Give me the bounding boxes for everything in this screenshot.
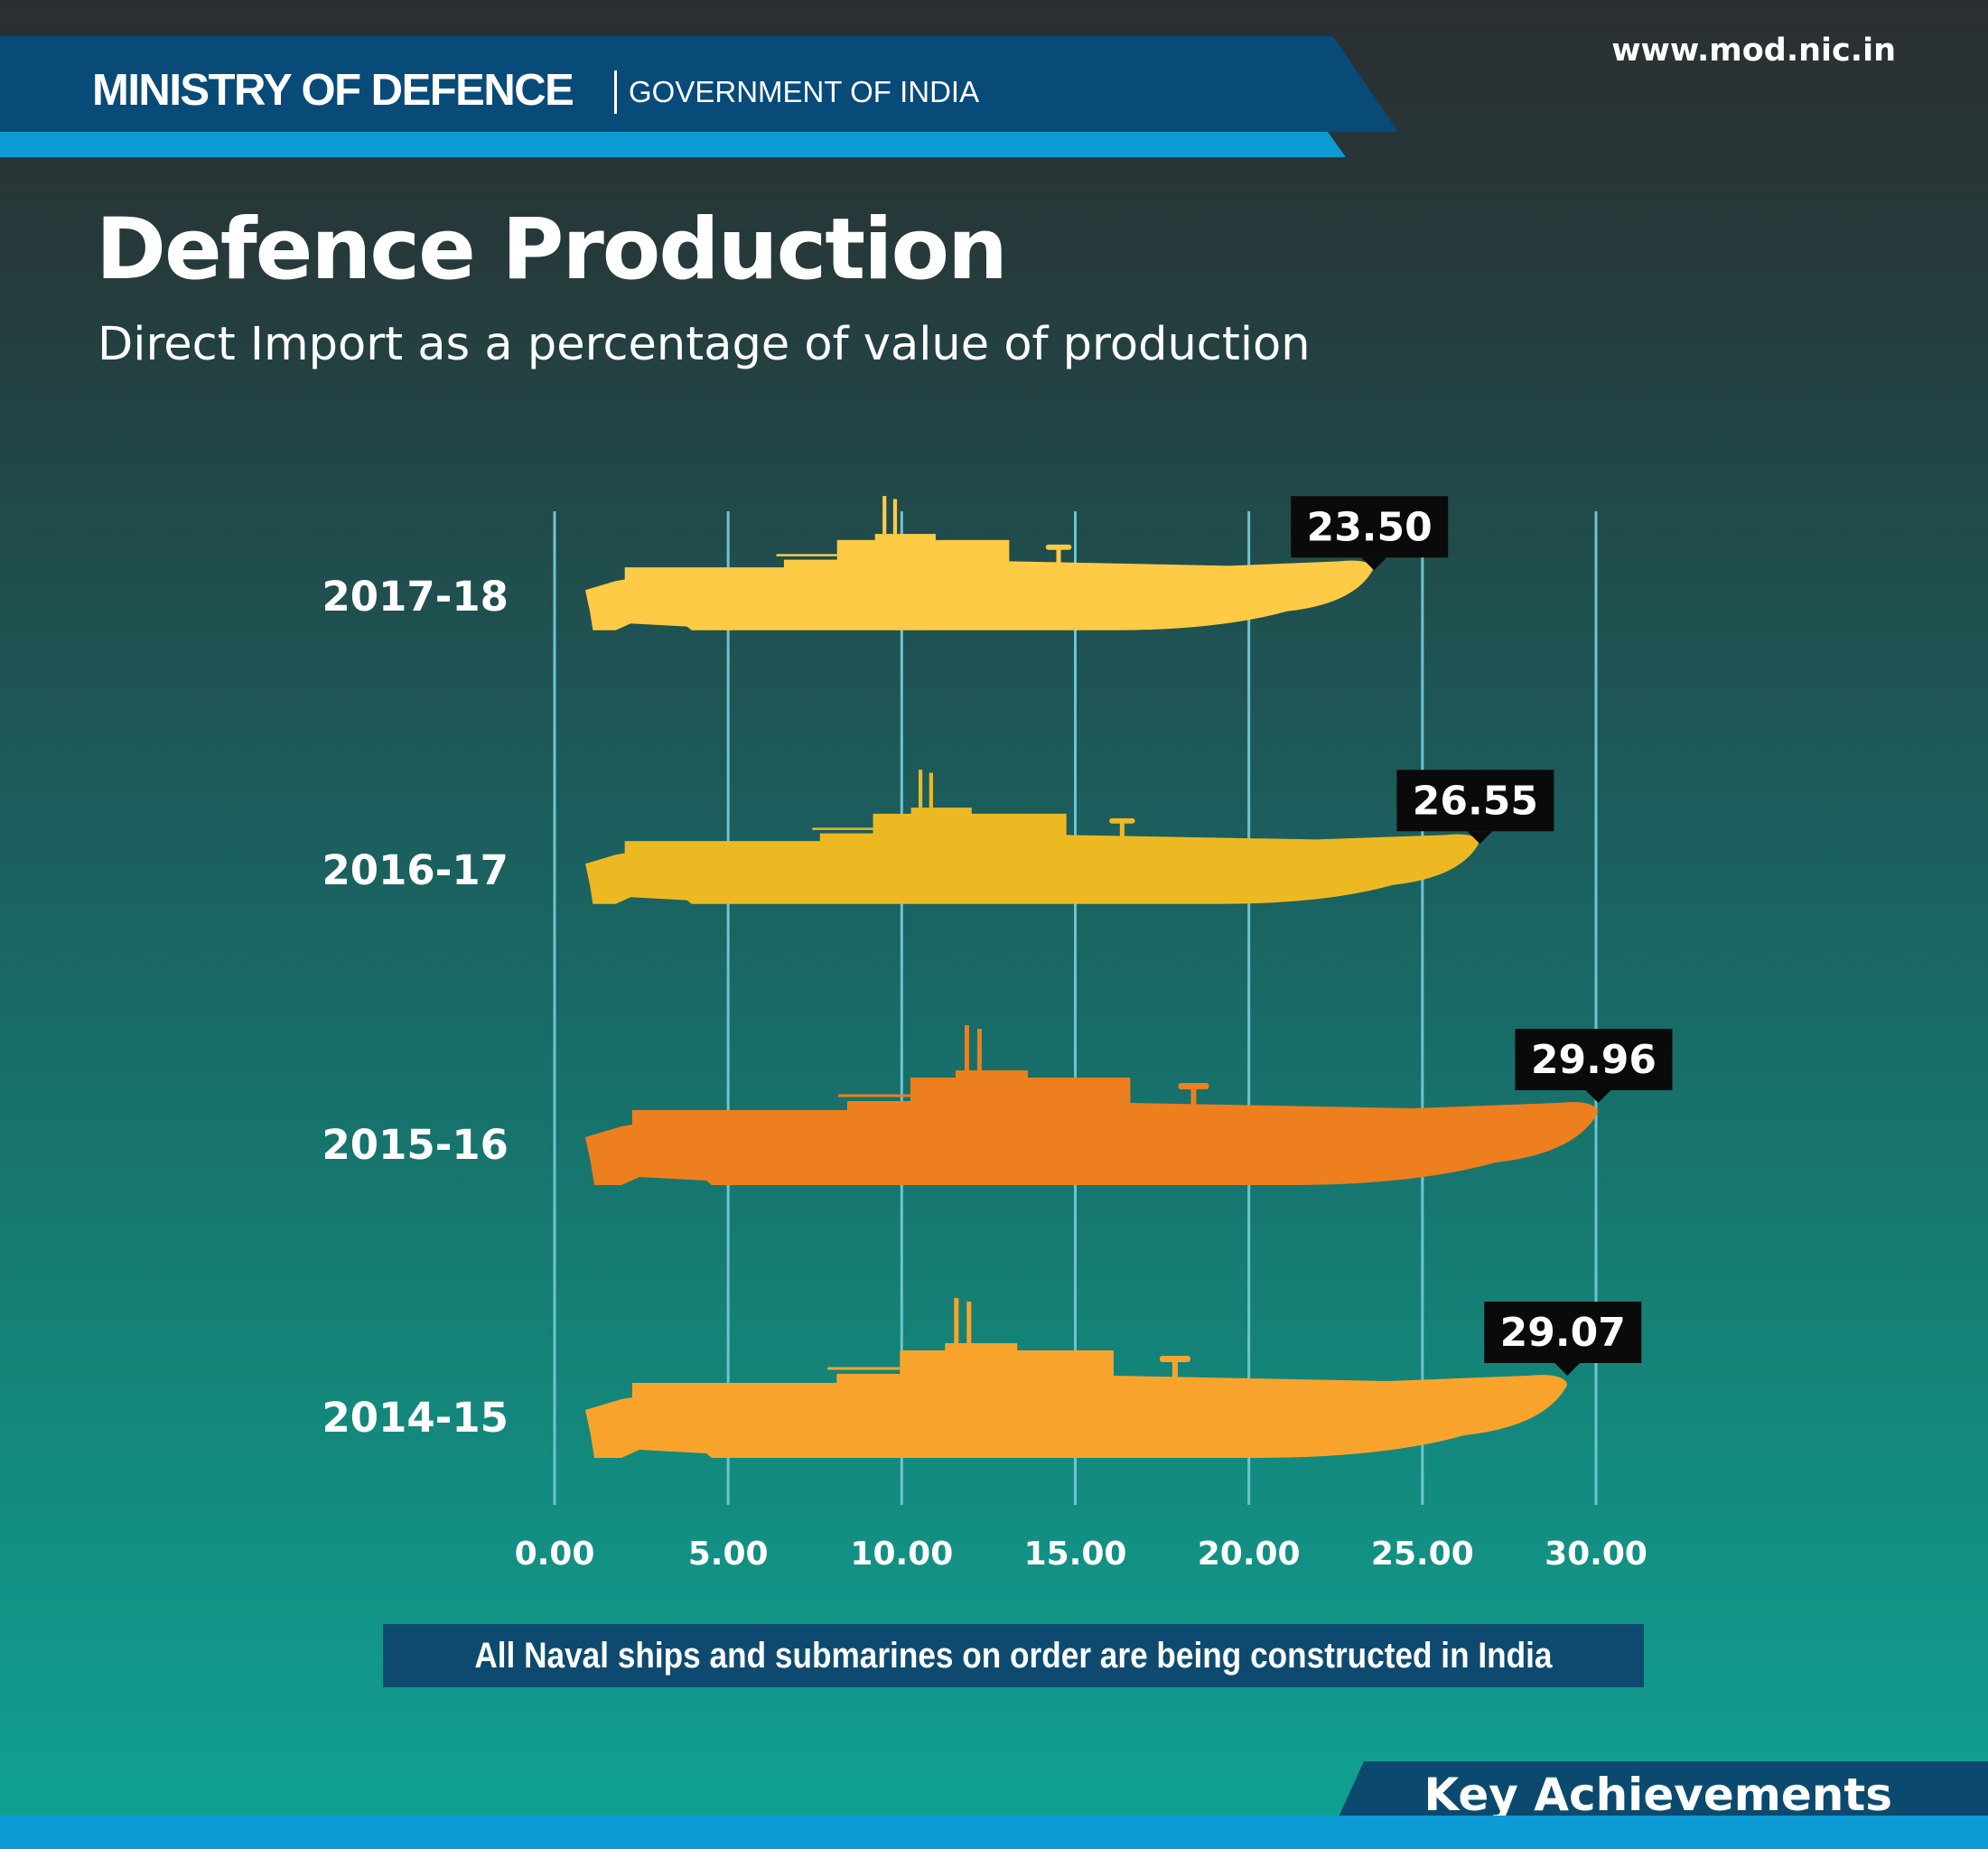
deck-gun — [1171, 1359, 1178, 1381]
footnote-text: All Naval ships and submarines on order … — [474, 1635, 1553, 1676]
x-tick-label: 5.00 — [688, 1536, 769, 1573]
periscope-mast — [892, 499, 898, 535]
ministry-name: MINISTRY OF DEFENCE — [92, 66, 574, 115]
value-callout: 29.96 — [1515, 1029, 1673, 1103]
x-tick-label: 15.00 — [1024, 1536, 1127, 1573]
periscope-mast — [964, 1025, 969, 1070]
deck-gun — [1159, 1356, 1190, 1362]
periscope-mast — [954, 1298, 959, 1343]
value-callout: 29.07 — [1484, 1302, 1642, 1376]
government-name: GOVERNMENT OF INDIA — [629, 75, 980, 108]
x-tick-label: 25.00 — [1371, 1536, 1474, 1573]
callout-pointer — [1554, 1363, 1581, 1376]
deck-gun — [1178, 1083, 1209, 1089]
deck-gun — [1190, 1087, 1197, 1108]
category-label: 2016-17 — [322, 846, 509, 894]
header-accent-strip — [0, 132, 1346, 157]
submarine-bar — [585, 1343, 1568, 1458]
deck-gun — [1119, 821, 1125, 840]
x-tick-label: 20.00 — [1198, 1536, 1301, 1573]
callout-box — [1484, 1302, 1642, 1363]
header-banner — [0, 36, 1398, 132]
value-callout: 26.55 — [1396, 770, 1554, 845]
submarine-bar — [585, 808, 1479, 904]
category-label: 2017-18 — [322, 573, 509, 621]
callout-box — [1291, 496, 1449, 558]
category-label: 2015-16 — [322, 1121, 509, 1169]
callout-pointer — [1585, 1090, 1611, 1103]
footnote-banner: All Naval ships and submarines on order … — [383, 1624, 1644, 1687]
bar-2017-18 — [585, 496, 1374, 630]
callout-pointer — [1361, 557, 1387, 571]
callout-pointer — [1467, 831, 1493, 845]
deck-gun — [1045, 544, 1072, 550]
value-label: 23.50 — [1307, 504, 1433, 550]
key-achievements-label: Key Achievements — [1423, 1769, 1892, 1821]
footer-accent-strip — [0, 1816, 1988, 1849]
submarine-bar — [585, 1070, 1599, 1185]
category-label: 2014-15 — [322, 1394, 509, 1442]
x-tick-label: 30.00 — [1545, 1536, 1647, 1573]
page-title: Defence Production — [96, 201, 1008, 299]
import-percentage-chart: 0.00 5.00 10.00 15.00 20.00 25.00 30.00 2017-18… — [322, 496, 1673, 1573]
deck-gun — [1056, 547, 1061, 566]
page-subtitle: Direct Import as a percentage of value o… — [98, 318, 1311, 371]
x-tick-label: 10.00 — [850, 1536, 953, 1573]
periscope-mast — [918, 770, 923, 808]
website-url[interactable]: www.mod.nic.in — [1611, 33, 1896, 69]
value-label: 29.07 — [1500, 1310, 1626, 1356]
header-divider — [614, 70, 617, 114]
periscope-mast — [882, 496, 887, 535]
periscope-mast — [976, 1029, 982, 1070]
bar-2015-16 — [585, 1025, 1599, 1185]
bar-2014-15 — [585, 1298, 1568, 1458]
submarine-bar — [585, 534, 1374, 630]
bar-2016-17 — [585, 770, 1479, 904]
periscope-mast — [966, 1302, 972, 1343]
periscope-mast — [929, 772, 933, 808]
value-label: 29.96 — [1531, 1037, 1657, 1083]
callout-box — [1515, 1029, 1673, 1090]
value-label: 26.55 — [1413, 778, 1538, 824]
x-tick-label: 0.00 — [515, 1536, 595, 1573]
callout-box — [1396, 770, 1554, 832]
value-callout: 23.50 — [1291, 496, 1449, 571]
deck-gun — [1109, 817, 1135, 824]
